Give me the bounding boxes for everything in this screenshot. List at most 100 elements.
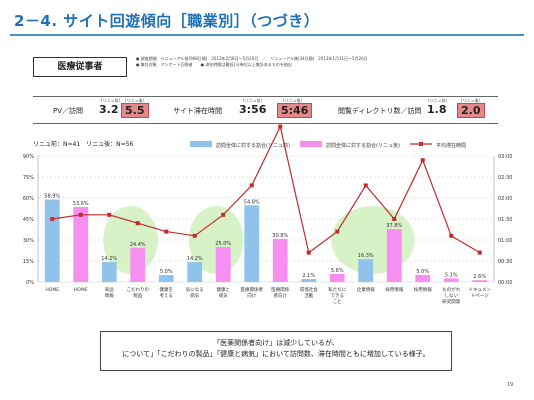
x-tick-label: 病気 — [219, 292, 228, 299]
bar — [386, 229, 402, 282]
y-tick-label: 90% — [23, 154, 34, 160]
y2-tick-label: 02:00 — [498, 196, 512, 202]
x-tick-label: 企業情報 — [357, 286, 375, 293]
bar — [158, 275, 174, 282]
bar-value-label: 53.6% — [73, 201, 89, 207]
metric-before-value: 1.8 — [427, 103, 447, 116]
bar-value-label: 2.6% — [473, 274, 486, 280]
segment-label: 医療従事者 — [33, 57, 127, 77]
y-tick-label: 0% — [26, 280, 34, 286]
avg-time-point — [420, 158, 425, 163]
legend-label: 訪問全体に対する割合(リニュ前) — [216, 142, 290, 149]
avg-time-point — [78, 212, 83, 217]
y-tick-label: 30% — [23, 238, 34, 244]
x-tick-label: できる — [331, 293, 344, 299]
bar — [244, 205, 260, 282]
x-tick-label: HOME — [45, 287, 59, 293]
bar — [215, 247, 231, 282]
bar-value-label: 5.0% — [160, 269, 173, 275]
bar-value-label: 16.3% — [358, 253, 374, 259]
metric-label: サイト滞在時間 — [173, 107, 222, 115]
avg-time-point — [306, 250, 311, 255]
metric-before-caption: (リニュ前) — [243, 98, 263, 103]
avg-time-line — [52, 124, 481, 254]
avg-time-point — [221, 212, 226, 217]
y2-tick-label: 01:30 — [498, 217, 512, 223]
bar-value-label: 2.1% — [302, 273, 315, 279]
x-tick-label: ものがれ — [442, 286, 460, 293]
bar-value-label: 24.4% — [130, 242, 146, 248]
avg-time-point — [449, 233, 454, 238]
bar-value-label: 58.9% — [44, 194, 60, 200]
y-tick-label: 15% — [23, 259, 34, 265]
legend-label: 訪問全体に対する割合(リニュ後) — [326, 142, 400, 149]
metric-before-caption: (リニュ前) — [101, 98, 121, 103]
avg-time-point — [249, 183, 254, 188]
comment-line: について」「こだわりの製品」「健康と病気」において訪問数、滞在時間ともに増加して… — [122, 350, 430, 358]
avg-time-point — [164, 229, 169, 234]
avg-time-point — [363, 183, 368, 188]
x-tick-label: 製品 — [133, 292, 142, 299]
comment-line: 「医薬関係者向け」は減少しているが、 — [213, 339, 339, 347]
bar-value-label: 54.8% — [244, 199, 260, 205]
bar — [187, 262, 203, 282]
x-tick-label: 採用情報 — [385, 286, 403, 293]
y-tick-label: 75% — [23, 175, 34, 181]
metric-before-caption: (リニュ前) — [428, 98, 448, 103]
metric-before-value: 3.2 — [99, 103, 119, 116]
avg-time-point — [392, 217, 397, 221]
bar — [472, 280, 488, 282]
metric-after-value: 5.5 — [121, 103, 149, 118]
x-tick-label: 者向け — [274, 292, 288, 299]
y2-tick-label: 01:00 — [498, 238, 512, 244]
bar-value-label: 14.2% — [187, 256, 203, 262]
survey-notes: ● 調査期間 リニューアル前(968日間) 2012年2月8日～5月20日 ／ … — [136, 56, 368, 68]
bar — [329, 273, 345, 282]
note-line: ● 調査期間 リニューアル前(968日間) 2012年2月8日～5月20日 ／ … — [136, 56, 368, 61]
x-tick-label: 病気 — [190, 292, 199, 299]
x-tick-label: 活動 — [304, 292, 313, 299]
bar — [272, 238, 288, 282]
bar-value-label: 5.8% — [331, 268, 344, 274]
comment-box: 「医薬関係者向け」は減少しているが、 について」「こだわりの製品」「健康と病気」… — [100, 331, 452, 371]
metric-after-caption: (リニュ後) — [461, 98, 481, 103]
bar-value-label: 5.0% — [416, 269, 429, 275]
avg-time-point — [107, 212, 112, 217]
x-tick-label: 採用情報 — [414, 286, 432, 293]
x-tick-label: こと — [333, 299, 342, 305]
avg-time-point — [50, 217, 55, 221]
bar-value-label: 14.2% — [101, 256, 117, 262]
sample-sizes: リニュ前：N=41 リニュ後：N=56 — [33, 141, 134, 148]
x-tick-label: こだわりの — [127, 286, 150, 293]
bar — [130, 247, 146, 282]
x-tick-label: 医療関係者 — [241, 286, 264, 293]
metric-after-value: 5:46 — [277, 103, 313, 118]
bar — [415, 274, 431, 282]
title-divider — [10, 34, 524, 36]
x-tick-label: 健康と — [217, 286, 231, 293]
metrics-bar: PV／訪問 (リニュ前) 3.2 (リニュ後) 5.5 サイト滞在時間 (リニュ… — [33, 96, 498, 124]
bar-value-label: 5.1% — [445, 272, 458, 278]
avg-time-point — [135, 221, 140, 226]
bar — [101, 262, 117, 282]
legend-line-marker — [419, 142, 423, 146]
bar — [301, 279, 317, 282]
avg-time-point — [335, 229, 340, 234]
legend-label: 平均滞在時間 — [436, 142, 466, 149]
bar — [358, 259, 374, 282]
metric-after-caption: (リニュ後) — [125, 98, 145, 103]
avg-time-point — [477, 250, 482, 255]
x-tick-label: しない — [445, 292, 459, 299]
page-title: 2－4. サイト回遊傾向［職業別］（つづき） — [14, 12, 320, 30]
x-tick-label: 研究開発 — [442, 298, 460, 305]
page-number: 19 — [507, 382, 514, 388]
metric-after-value: 2.0 — [457, 103, 485, 118]
avg-time-point — [192, 233, 197, 238]
bar — [443, 278, 459, 282]
metric-before-value: 3:56 — [239, 103, 267, 116]
x-tick-label: 商品 — [105, 286, 114, 293]
bar — [73, 206, 89, 282]
legend-swatch — [190, 141, 212, 147]
x-tick-label: トページ — [471, 293, 489, 299]
y-tick-label: 60% — [23, 196, 34, 202]
